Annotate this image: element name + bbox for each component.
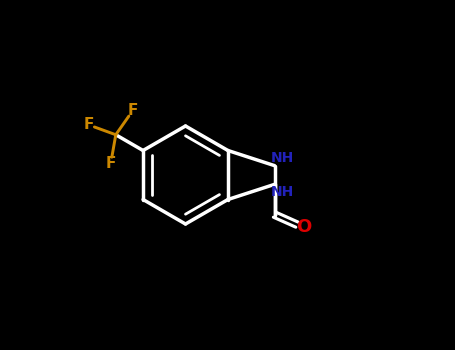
Text: O: O [296,218,312,236]
Text: F: F [106,156,116,171]
Text: F: F [83,117,94,132]
Text: NH: NH [271,151,294,165]
Text: F: F [127,104,137,118]
Text: NH: NH [271,185,294,199]
